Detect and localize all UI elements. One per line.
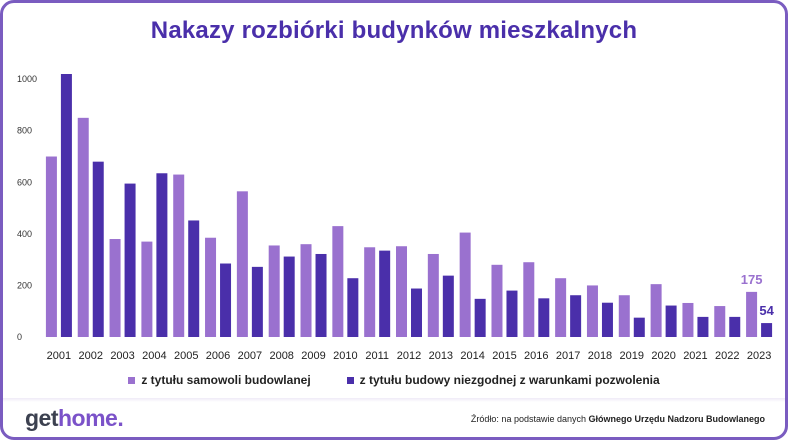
x-tick-label: 2023 <box>747 350 771 362</box>
legend-item-niezgodna: z tytułu budowy niezgodnej z warunkami p… <box>346 373 660 387</box>
legend-swatch <box>128 376 136 384</box>
bar-niezgodna <box>665 305 677 337</box>
bar-niezgodna <box>156 173 168 337</box>
bar-niezgodna <box>601 302 613 337</box>
x-tick-label: 2010 <box>333 350 357 362</box>
chart-title: Nakazy rozbiórki budynków mieszkalnych <box>150 17 638 44</box>
logo-text-get: get <box>25 405 59 431</box>
bar-niezgodna <box>283 256 295 337</box>
logo-text-home: home. <box>58 405 124 431</box>
bar-samowola <box>618 295 630 337</box>
x-tick-label: 2002 <box>78 350 102 362</box>
bar-samowola <box>427 253 439 337</box>
bar-niezgodna <box>220 263 232 337</box>
bar-samowola <box>332 226 344 337</box>
bar-samowola <box>396 246 407 337</box>
bar-niezgodna <box>315 253 327 337</box>
bar-niezgodna <box>538 298 550 337</box>
y-tick-label: 800 <box>17 126 32 136</box>
y-tick-label: 400 <box>17 229 32 239</box>
bar-samowola <box>173 174 185 337</box>
x-tick-label: 2005 <box>174 350 198 362</box>
bar-samowola <box>45 156 57 337</box>
bar-niezgodna <box>506 290 518 337</box>
bar-niezgodna <box>411 288 422 337</box>
bar-niezgodna <box>251 266 263 337</box>
x-tick-label: 2014 <box>460 350 484 362</box>
bar-samowola <box>109 239 121 337</box>
bar-niezgodna <box>570 295 582 337</box>
x-tick-label: 2008 <box>269 350 293 362</box>
bar-niezgodna <box>729 316 741 337</box>
bar-samowola <box>236 191 248 337</box>
bar-samowola <box>523 262 535 337</box>
bar-samowola <box>205 237 217 337</box>
bar-samowola <box>364 247 376 337</box>
bar-niezgodna <box>697 316 709 337</box>
y-tick-label: 1000 <box>17 74 37 84</box>
bar-chart: 0 200 400 600 800 1000 2001 2002 2003 2004 2005 200… <box>17 74 775 362</box>
bar-samowola <box>746 291 758 337</box>
bar-samowola <box>459 232 471 337</box>
bar-niezgodna <box>92 161 104 337</box>
source-institution: Głównego Urzędu Nadzoru Budowlanego <box>588 414 766 424</box>
x-tick-label: 2015 <box>492 350 516 362</box>
bar-samowola <box>77 117 89 337</box>
legend-item-samowola: z tytułu samowoli budowlanej <box>128 373 311 387</box>
bar-samowola <box>300 244 312 337</box>
bar-niezgodna <box>188 220 200 337</box>
bar-samowola <box>714 306 726 337</box>
source-note: Źródło: na podstawie danych Głównego Urz… <box>471 414 765 424</box>
x-tick-label: 2003 <box>110 350 134 362</box>
x-tick-label: 2009 <box>301 350 325 362</box>
x-tick-label: 2007 <box>238 350 262 362</box>
bar-samowola <box>586 285 598 337</box>
x-tick-label: 2001 <box>47 350 71 362</box>
bar-samowola <box>555 278 567 337</box>
x-tick-label: 2020 <box>651 350 675 362</box>
bar-niezgodna <box>379 250 391 337</box>
gethome-logo[interactable]: gethome. <box>25 405 124 432</box>
bar-samowola <box>268 245 280 337</box>
x-tick-label: 2016 <box>524 350 548 362</box>
bar-niezgodna <box>60 74 72 337</box>
y-tick-label: 600 <box>17 177 32 187</box>
legend-label: z tytułu budowy niezgodnej z warunkami p… <box>359 373 660 387</box>
data-label: 175 <box>741 272 763 287</box>
bar-samowola <box>682 302 694 337</box>
x-tick-label: 2012 <box>397 350 421 362</box>
x-tick-label: 2018 <box>588 350 612 362</box>
legend-label: z tytułu samowoli budowlanej <box>141 373 311 387</box>
bar-niezgodna <box>633 317 645 337</box>
bar-niezgodna <box>124 183 136 337</box>
bar-niezgodna <box>442 275 454 337</box>
x-tick-label: 2004 <box>142 350 166 362</box>
bar-niezgodna <box>761 323 773 337</box>
x-tick-label: 2019 <box>620 350 644 362</box>
x-tick-label: 2017 <box>556 350 580 362</box>
y-tick-label: 200 <box>17 280 32 290</box>
footer-divider <box>3 398 785 402</box>
bar-niezgodna <box>474 298 486 337</box>
legend: z tytułu samowoli budowlanej z tytułu bu… <box>3 373 785 387</box>
x-tick-label: 2021 <box>683 350 707 362</box>
data-label: 54 <box>759 303 774 318</box>
x-tick-label: 2006 <box>206 350 230 362</box>
bar-samowola <box>491 264 503 337</box>
source-prefix: Źródło: na podstawie danych <box>470 414 589 424</box>
x-tick-label: 2013 <box>429 350 453 362</box>
x-tick-label: 2011 <box>365 350 389 362</box>
bar-samowola <box>141 241 153 337</box>
bar-samowola <box>650 284 662 337</box>
legend-swatch <box>346 376 354 384</box>
bar-niezgodna <box>347 278 359 337</box>
y-tick-label: 0 <box>17 332 22 342</box>
x-tick-label: 2022 <box>715 350 739 362</box>
